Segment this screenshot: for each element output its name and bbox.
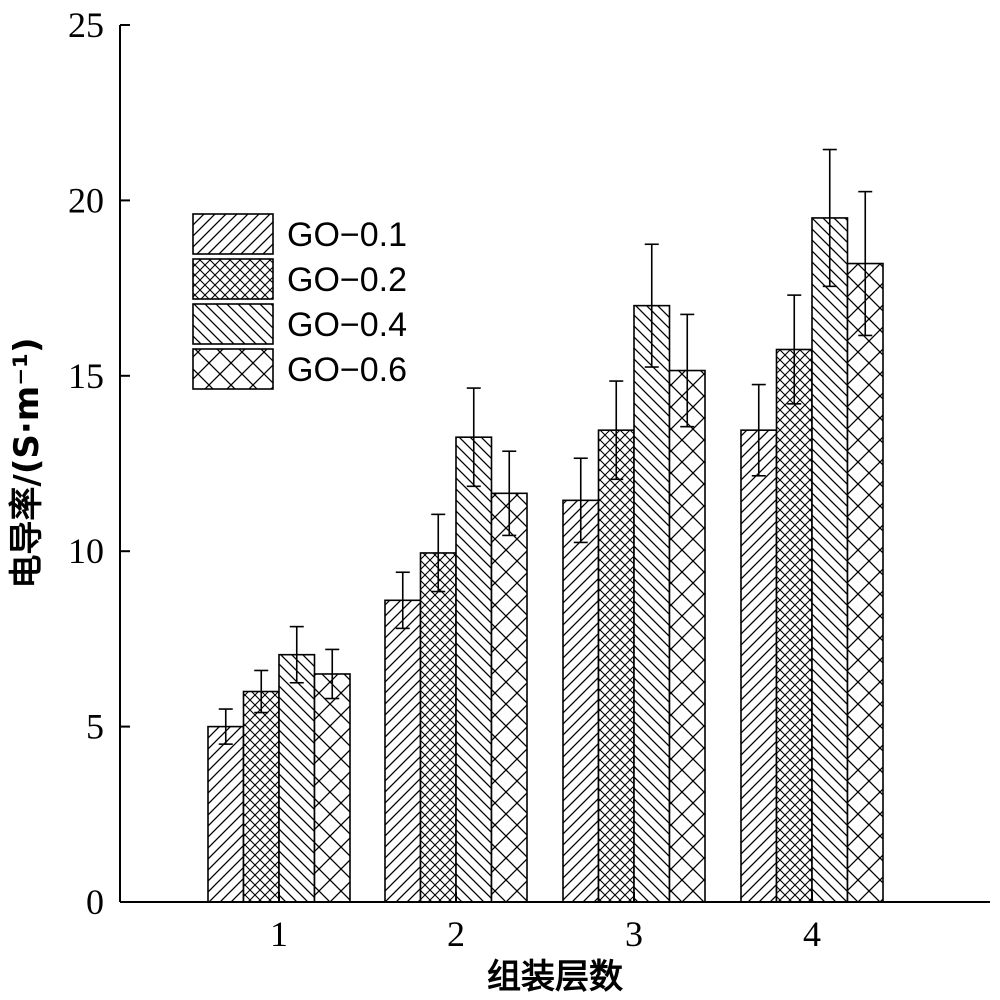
x-tick-label: 3 xyxy=(625,914,643,954)
bar xyxy=(562,499,600,903)
legend-label: GO−0.1 xyxy=(287,216,407,254)
y-tick-label: 10 xyxy=(68,531,104,571)
x-tick-label: 4 xyxy=(803,914,821,954)
y-tick-label: 5 xyxy=(86,707,104,747)
legend-label: GO−0.6 xyxy=(287,351,407,389)
y-tick-label: 25 xyxy=(68,5,104,45)
legend-label: GO−0.4 xyxy=(287,306,407,344)
axes xyxy=(119,25,990,903)
y-axis-title: 电导率/(S·m⁻¹) xyxy=(7,337,47,588)
legend-item: GO−0.4 xyxy=(192,303,407,345)
bar xyxy=(597,429,635,903)
bar xyxy=(455,436,493,903)
category-group-1 xyxy=(207,625,351,903)
x-ticks: 1 2 3 4 xyxy=(270,892,821,954)
legend-swatch xyxy=(192,213,274,255)
bar xyxy=(775,348,813,903)
bar xyxy=(313,673,351,903)
plot-area xyxy=(207,148,884,903)
y-tick-label: 15 xyxy=(68,356,104,396)
legend-label: GO−0.2 xyxy=(287,261,407,299)
y-ticks: 0 5 10 15 20 25 xyxy=(68,5,130,922)
bar xyxy=(633,304,671,903)
bar xyxy=(668,369,706,903)
bar xyxy=(242,690,280,903)
bar xyxy=(278,653,316,903)
x-axis-title: 组装层数 xyxy=(487,957,623,997)
x-tick-label: 2 xyxy=(447,914,465,954)
category-group-2 xyxy=(384,387,528,903)
category-group-4 xyxy=(740,148,884,903)
legend-item: GO−0.6 xyxy=(192,348,407,390)
legend-item: GO−0.1 xyxy=(192,213,407,255)
bar xyxy=(384,599,422,903)
bar xyxy=(419,552,457,903)
legend-swatch xyxy=(192,258,274,300)
legend: GO−0.1 GO−0.2 GO−0.4 GO−0.6 xyxy=(192,213,407,390)
category-group-3 xyxy=(562,243,706,903)
bar xyxy=(207,725,245,903)
y-tick-label: 20 xyxy=(68,180,104,220)
legend-swatch xyxy=(192,303,274,345)
y-tick-label: 0 xyxy=(86,882,104,922)
x-tick-label: 1 xyxy=(270,914,288,954)
legend-item: GO−0.2 xyxy=(192,258,407,300)
bar xyxy=(490,492,528,903)
legend-swatch xyxy=(192,348,274,390)
bar xyxy=(811,217,849,903)
bar xyxy=(846,262,884,903)
bar xyxy=(740,429,778,903)
